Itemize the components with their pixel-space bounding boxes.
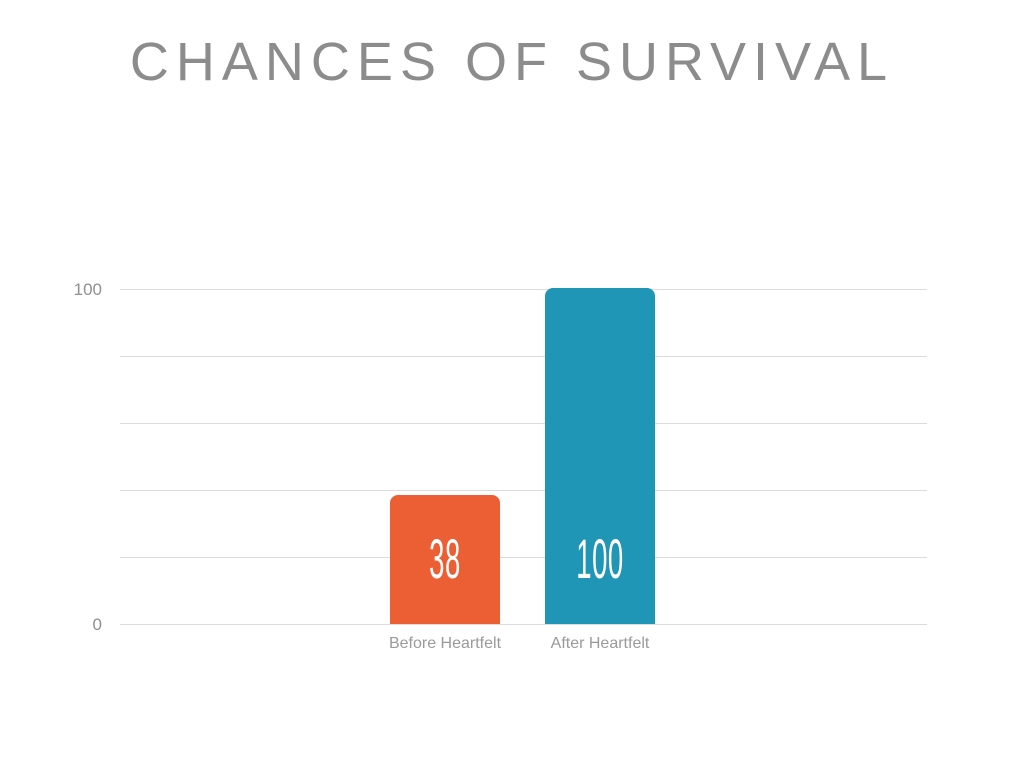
plot-area	[120, 289, 927, 625]
gridline-40	[120, 490, 927, 491]
y-axis: 100 0	[42, 281, 102, 633]
y-tick-label-0: 0	[92, 615, 102, 634]
y-tick-label-100: 100	[73, 280, 102, 299]
gridline-100	[120, 289, 927, 290]
gridline-0	[120, 624, 927, 625]
category-label-after-heartfelt: After Heartfelt	[550, 635, 650, 652]
page-title: CHANCES OF SURVIVAL	[129, 32, 895, 92]
bar-before-heartfelt[interactable]: 38	[390, 495, 500, 624]
bar-value-after-heartfelt: 100	[576, 527, 624, 591]
bar-group: 38 100	[120, 288, 927, 624]
gridline-80	[120, 356, 927, 357]
gridline-20	[120, 557, 927, 558]
bar-after-heartfelt[interactable]: 100	[545, 288, 655, 624]
x-axis: Before Heartfelt After Heartfelt	[120, 634, 927, 660]
category-label-before-heartfelt: Before Heartfelt	[388, 635, 502, 652]
gridline-60	[120, 423, 927, 424]
bar-value-before-heartfelt: 38	[429, 527, 461, 591]
